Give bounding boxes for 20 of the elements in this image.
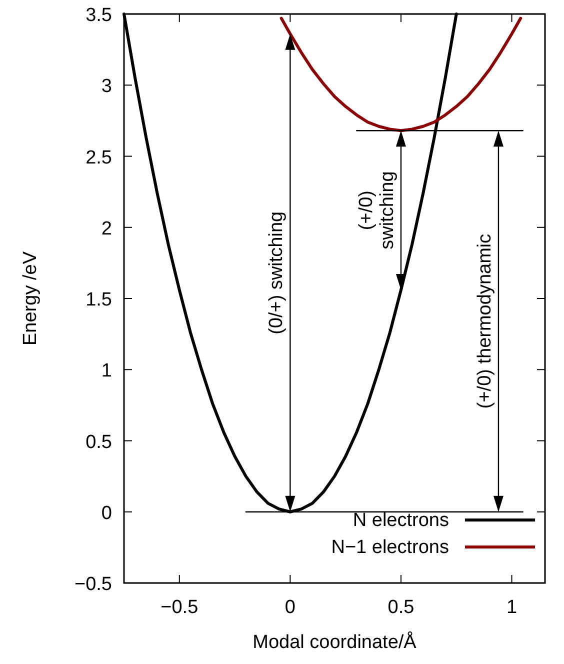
x-tick-label: 0 [284, 597, 296, 618]
y-tick-label: 2 [101, 218, 112, 240]
y-tick-label: 0.5 [86, 432, 112, 453]
ref-line-label: (+/0) thermodynamic [474, 234, 496, 409]
y-tick-label: 2.5 [86, 147, 112, 168]
x-tick-label: −0.5 [160, 597, 198, 618]
y-tick-label: 1.5 [86, 290, 112, 310]
y-axis-title: Energy /eV [20, 251, 41, 346]
legend-label: N−1 electrons [331, 537, 449, 558]
y-tick-label: −0.5 [74, 574, 112, 595]
annotation: (+/0) switching [356, 171, 398, 250]
ref-line-label: (0/+) switching [266, 211, 288, 334]
x-tick-label: 1 [506, 597, 518, 618]
y-tick-label: 1 [101, 360, 112, 382]
y-tick-label: 0 [101, 502, 112, 524]
x-axis-title: Modal coordinate/Å [252, 631, 417, 653]
legend-label: N electrons [352, 510, 449, 531]
y-tick-label: 3 [101, 76, 112, 98]
y-tick-label: 3.5 [86, 5, 112, 26]
x-tick-label: 0.5 [388, 597, 414, 618]
